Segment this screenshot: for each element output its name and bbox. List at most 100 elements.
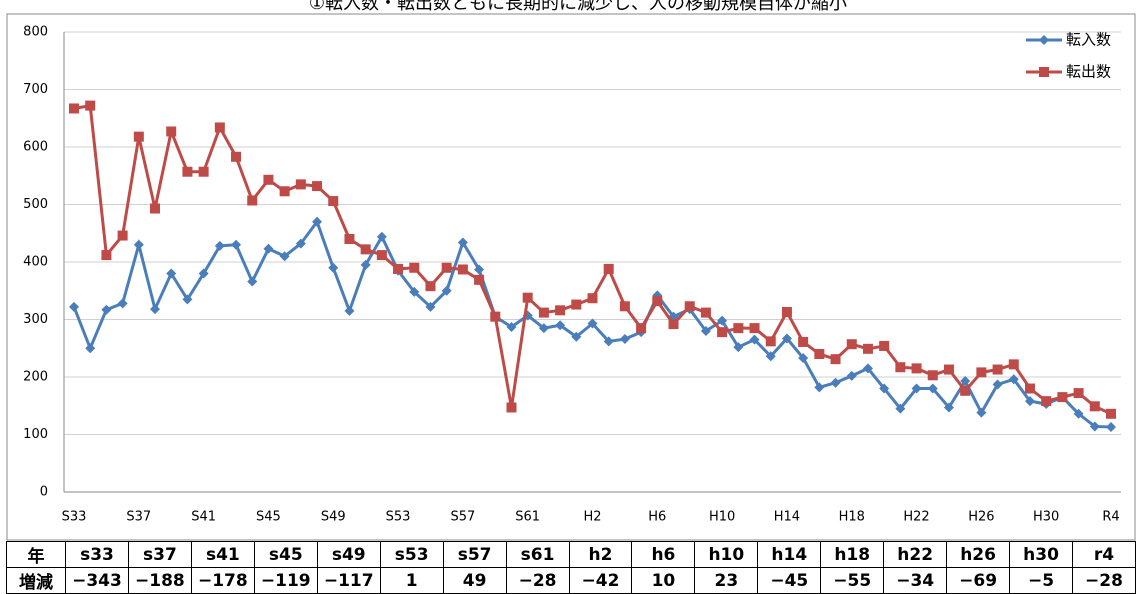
marker bbox=[263, 243, 274, 254]
marker bbox=[506, 321, 517, 332]
marker bbox=[409, 286, 420, 297]
marker bbox=[846, 339, 857, 350]
series-line bbox=[73, 103, 1112, 416]
marker bbox=[198, 268, 209, 279]
x-tick-label: H26 bbox=[968, 510, 994, 525]
marker bbox=[133, 131, 144, 142]
marker bbox=[117, 230, 128, 241]
marker bbox=[263, 174, 274, 185]
table-cell: −117 bbox=[316, 567, 381, 594]
y-tick-label: 200 bbox=[23, 370, 48, 385]
marker bbox=[700, 326, 711, 336]
marker bbox=[781, 307, 792, 318]
marker bbox=[441, 262, 452, 273]
marker bbox=[911, 383, 922, 394]
marker bbox=[166, 126, 177, 137]
marker bbox=[765, 336, 776, 347]
marker bbox=[879, 383, 890, 394]
table-cell: s37 bbox=[127, 541, 192, 568]
marker bbox=[571, 299, 582, 310]
table-cell: s33 bbox=[65, 541, 129, 568]
marker bbox=[927, 383, 938, 394]
table-cell: −42 bbox=[568, 567, 633, 594]
marker bbox=[393, 263, 404, 274]
x-tick-label: H2 bbox=[583, 510, 601, 525]
table-cell: −45 bbox=[757, 567, 822, 594]
marker bbox=[781, 333, 792, 344]
marker bbox=[457, 237, 468, 248]
marker bbox=[1024, 396, 1035, 407]
marker bbox=[328, 262, 339, 273]
marker bbox=[992, 379, 1003, 390]
marker bbox=[279, 186, 290, 197]
marker bbox=[1073, 388, 1084, 399]
y-tick-label: 500 bbox=[23, 197, 48, 212]
marker bbox=[814, 382, 825, 393]
table-cell: h14 bbox=[757, 541, 822, 568]
marker bbox=[1106, 422, 1116, 433]
table-cell: 1 bbox=[379, 567, 444, 594]
marker bbox=[830, 354, 841, 365]
marker bbox=[717, 327, 728, 338]
marker bbox=[830, 377, 841, 388]
marker bbox=[717, 315, 728, 326]
marker bbox=[684, 301, 695, 312]
marker bbox=[1008, 359, 1019, 370]
x-tick-label: H18 bbox=[839, 510, 865, 525]
x-tick-label: H30 bbox=[1033, 510, 1059, 525]
marker bbox=[360, 244, 371, 255]
marker bbox=[85, 343, 96, 354]
marker bbox=[668, 319, 679, 330]
marker bbox=[798, 353, 809, 364]
legend-label: 転入数 bbox=[1066, 31, 1111, 49]
marker bbox=[927, 370, 938, 381]
marker bbox=[587, 293, 598, 304]
y-tick-label: 800 bbox=[23, 25, 48, 40]
x-tick-label: R4 bbox=[1102, 510, 1119, 525]
table-cell: h2 bbox=[568, 541, 633, 568]
marker bbox=[619, 334, 630, 345]
marker bbox=[425, 281, 436, 292]
table-cell: 49 bbox=[442, 567, 507, 594]
marker bbox=[150, 304, 161, 315]
marker bbox=[69, 301, 79, 312]
table-cell: s41 bbox=[190, 541, 255, 568]
marker bbox=[1089, 421, 1100, 432]
marker bbox=[1089, 401, 1100, 412]
x-tick-label: S57 bbox=[450, 510, 475, 525]
y-tick-label: 600 bbox=[23, 140, 48, 155]
marker bbox=[976, 367, 987, 378]
marker bbox=[862, 343, 873, 354]
marker bbox=[344, 305, 355, 316]
table-cell: −34 bbox=[883, 567, 948, 594]
marker bbox=[603, 263, 614, 274]
marker bbox=[474, 274, 485, 285]
table-cell: −188 bbox=[127, 567, 192, 594]
x-tick-label: S53 bbox=[386, 510, 411, 525]
marker bbox=[441, 285, 452, 296]
marker bbox=[814, 349, 825, 359]
marker bbox=[798, 336, 809, 347]
table-cell: 23 bbox=[694, 567, 759, 594]
marker bbox=[571, 331, 582, 342]
marker bbox=[587, 318, 598, 329]
marker bbox=[247, 195, 258, 206]
table-cell: −55 bbox=[820, 567, 885, 594]
marker bbox=[619, 301, 630, 312]
table-cell: s61 bbox=[505, 541, 570, 568]
marker bbox=[538, 323, 549, 334]
table-row: 年 s33 s37 s41 s45 s49 s53 s57 s61 h2 h6 h10 h14 h18 h2… bbox=[6, 541, 1136, 568]
marker bbox=[376, 231, 387, 242]
marker bbox=[117, 298, 128, 309]
table-cell: 10 bbox=[631, 567, 696, 594]
marker bbox=[895, 362, 906, 373]
x-tick-label: H6 bbox=[648, 510, 666, 525]
marker bbox=[555, 305, 566, 316]
marker bbox=[231, 239, 242, 250]
table-cell: h26 bbox=[946, 541, 1011, 568]
table-cell: h22 bbox=[883, 541, 948, 568]
marker bbox=[603, 336, 614, 347]
marker bbox=[960, 376, 971, 387]
marker bbox=[295, 238, 306, 249]
